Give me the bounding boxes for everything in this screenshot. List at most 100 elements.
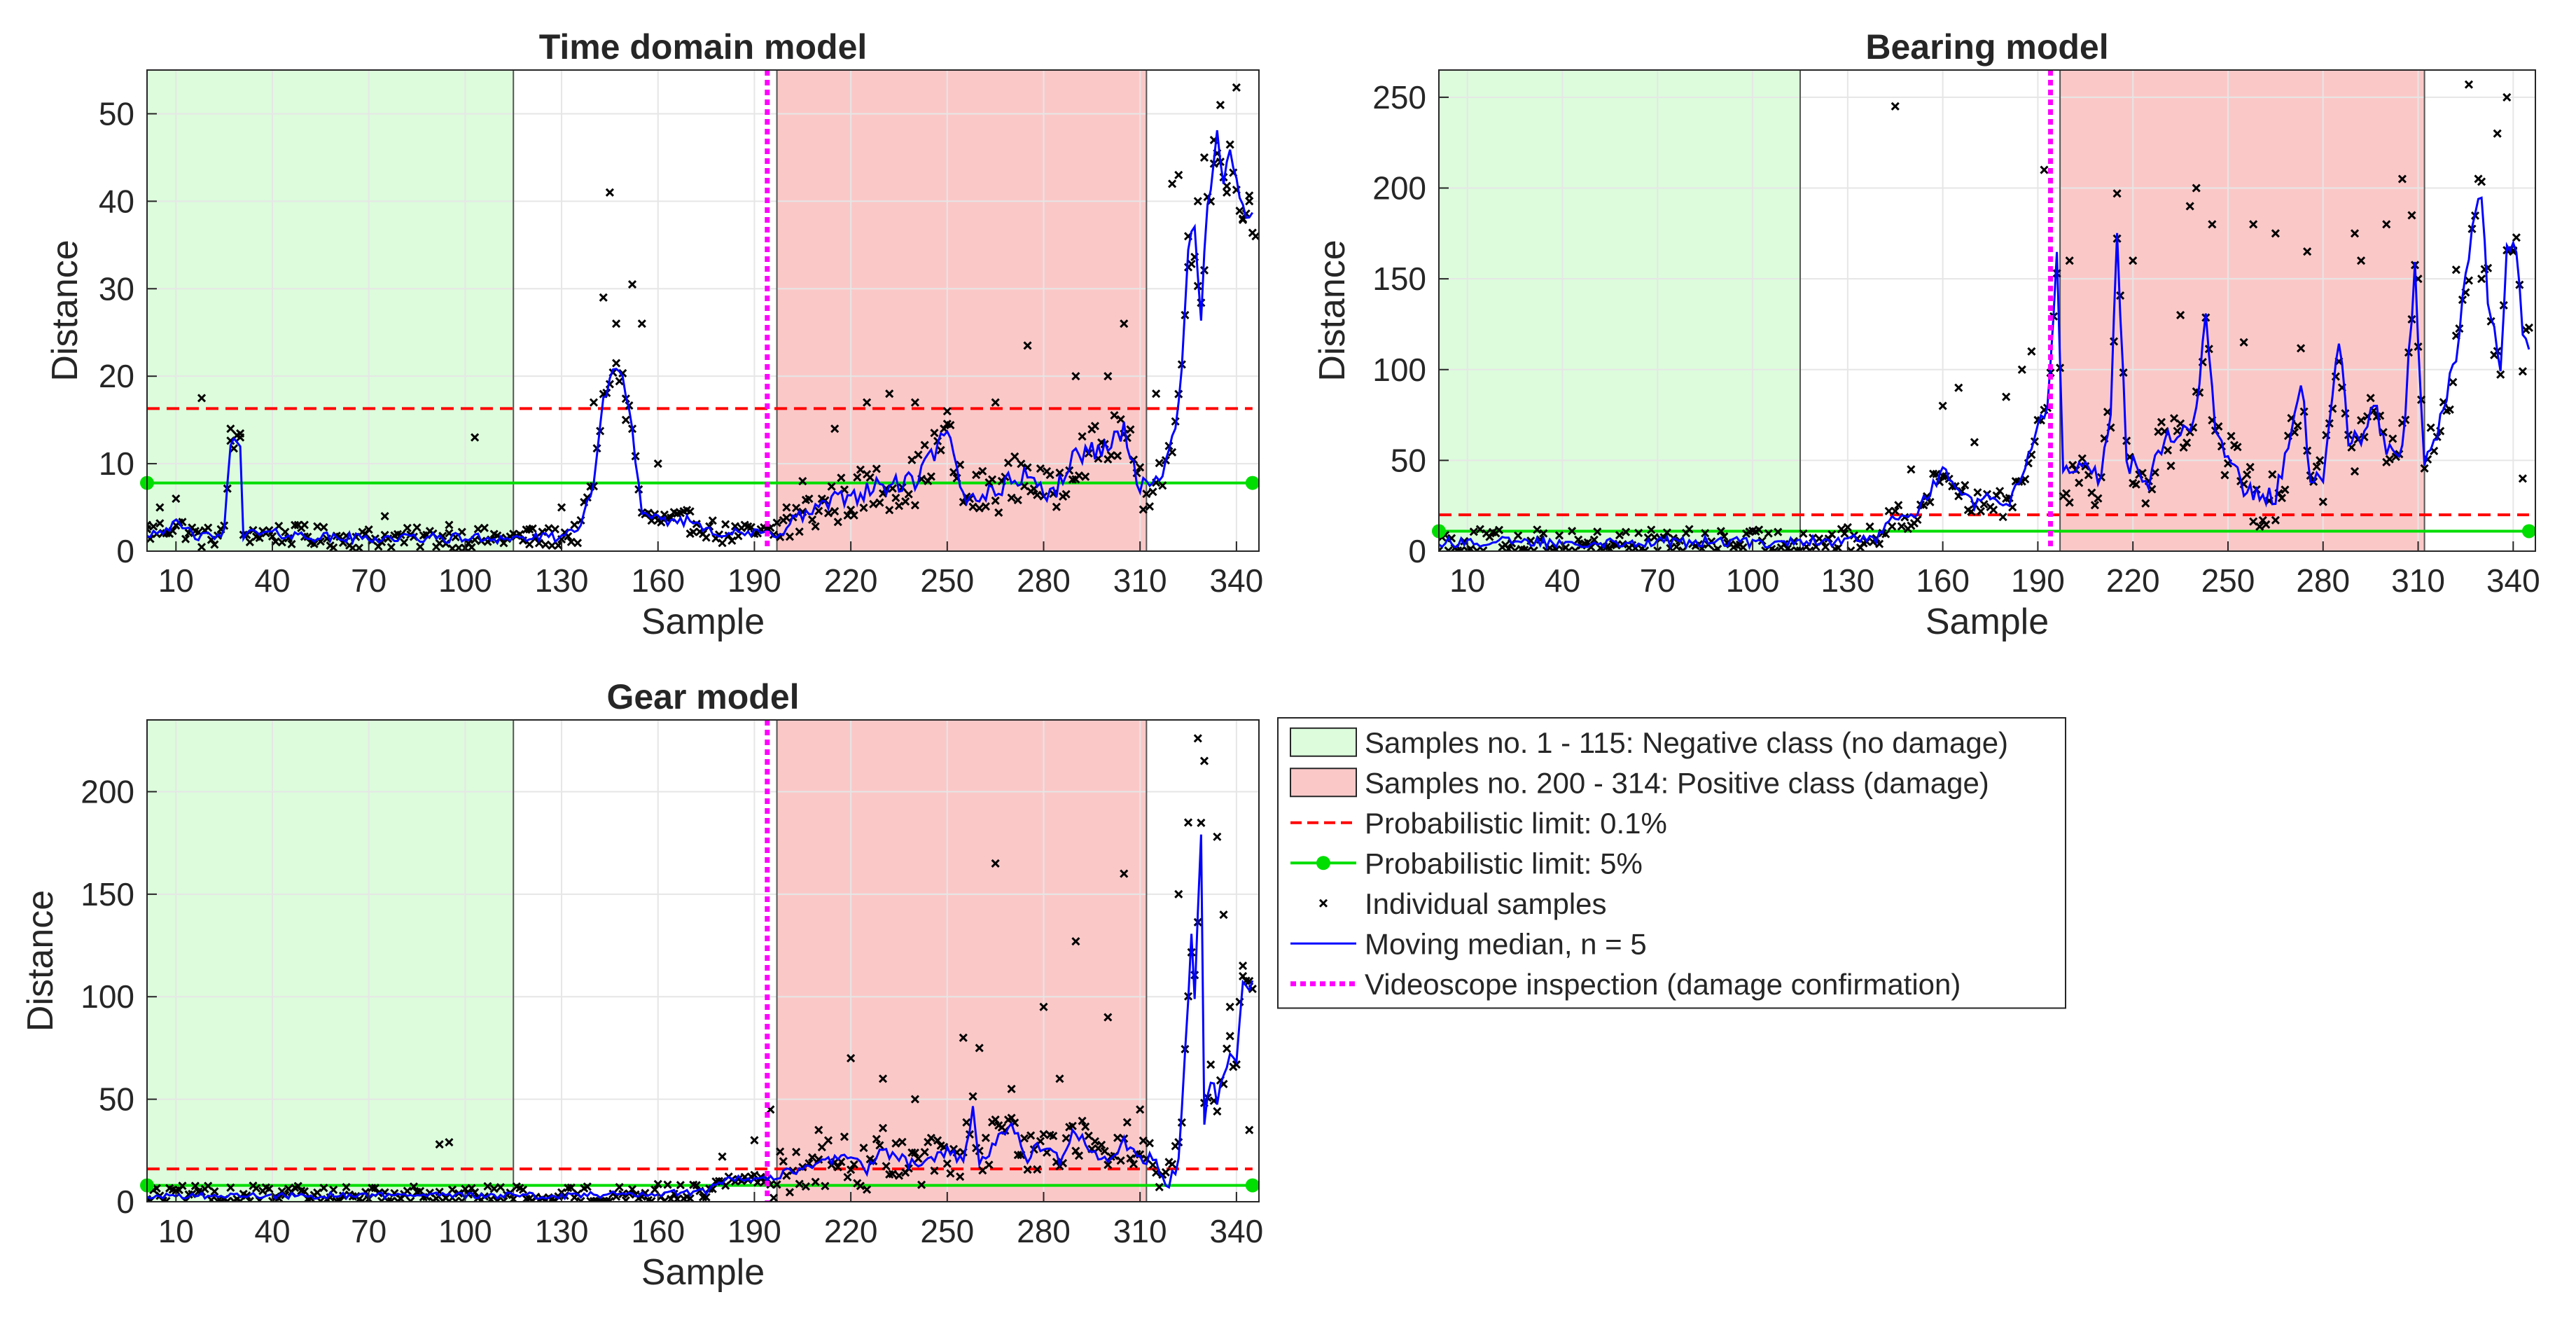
sample-point	[348, 543, 357, 551]
sample-point	[904, 490, 913, 499]
sample-point	[245, 537, 254, 547]
sample-point	[863, 398, 872, 407]
sample-point	[1081, 472, 1090, 481]
sample-point	[872, 1135, 881, 1144]
x-tick-label: 160	[631, 1213, 685, 1249]
sample-point	[1168, 1160, 1177, 1169]
sample-point	[2185, 202, 2194, 211]
sample-point	[2477, 275, 2486, 284]
sample-point	[2271, 515, 2280, 525]
sample-point	[1045, 470, 1054, 480]
sample-point	[753, 1178, 763, 1187]
x-tick-label: 250	[920, 562, 974, 599]
sample-point	[1206, 1060, 1216, 1069]
sample-point	[1023, 1165, 1032, 1174]
sample-point	[1888, 522, 1897, 531]
sample-point	[946, 421, 955, 430]
sample-point	[863, 1185, 872, 1194]
x-tick-label: 280	[1017, 1213, 1071, 1249]
sample-point	[1238, 961, 1248, 971]
x-tick-label: 340	[1209, 562, 1263, 599]
x-tick-label: 160	[1916, 562, 1970, 599]
sample-point	[978, 1166, 987, 1175]
sample-point	[1084, 1131, 1093, 1140]
sample-point	[300, 520, 309, 529]
sample-point	[403, 523, 412, 532]
sample-point	[685, 529, 695, 539]
sample-point	[1998, 513, 2007, 522]
sample-point	[914, 450, 923, 459]
sample-point	[496, 1183, 505, 1192]
legend-label: Moving median, n = 5	[1365, 927, 1647, 960]
sample-point	[1494, 525, 1504, 534]
sample-point	[2449, 377, 2458, 387]
sample-point	[1103, 1013, 1113, 1022]
sample-point	[1533, 525, 1542, 534]
sample-point	[483, 1181, 492, 1191]
sample-point	[2002, 392, 2011, 401]
sample-point	[843, 511, 852, 520]
sample-point	[840, 1132, 849, 1142]
sample-point	[548, 541, 557, 550]
plot-content	[147, 83, 1259, 551]
sample-point	[599, 293, 608, 302]
chart-bearing: 10 40 70 100 130 160 190 220 250 280 310 340 0 50 100 1…	[1312, 27, 2540, 642]
sample-point	[1213, 1107, 1222, 1116]
sample-point	[987, 475, 997, 484]
sample-point	[2131, 480, 2140, 489]
x-tick-label: 10	[158, 562, 194, 599]
sample-point	[313, 522, 322, 531]
sample-point	[1055, 468, 1064, 478]
sample-point	[2518, 474, 2527, 483]
y-axis-label: Distance	[20, 890, 61, 1032]
sample-point	[1122, 1118, 1132, 1127]
sample-point	[445, 1138, 454, 1147]
sample-point	[2062, 489, 2071, 498]
sample-point	[727, 536, 737, 545]
sample-point	[875, 498, 884, 507]
sample-point	[615, 377, 624, 386]
chart-title: Gear model	[606, 677, 799, 716]
sample-point	[158, 1196, 168, 1202]
sample-point	[1019, 1134, 1029, 1143]
sample-point	[612, 319, 621, 328]
sample-point	[226, 1183, 235, 1192]
sample-point	[1764, 529, 1773, 538]
sample-point	[2357, 256, 2366, 265]
sample-point	[805, 494, 814, 504]
sample-point	[962, 1118, 971, 1127]
sample-point	[2129, 256, 2138, 265]
limit-5-marker-end	[2521, 524, 2536, 539]
sample-point	[2208, 220, 2217, 229]
sample-point	[2524, 323, 2534, 332]
sample-point	[178, 1181, 187, 1191]
axes-box	[146, 719, 1260, 1202]
sample-point	[2518, 367, 2527, 376]
sample-point	[461, 1184, 470, 1193]
sample-point	[1938, 401, 1947, 410]
y-tick-label: 250	[1372, 79, 1426, 116]
sample-point	[204, 1181, 213, 1191]
sample-point	[438, 532, 447, 541]
sample-point	[692, 1181, 701, 1190]
sample-point	[416, 1186, 425, 1195]
sample-point	[2502, 92, 2512, 102]
sample-point	[377, 537, 387, 547]
sample-point	[692, 520, 701, 529]
x-tick-label: 310	[2391, 562, 2445, 599]
sample-point	[2477, 177, 2486, 186]
sample-point	[2068, 460, 2077, 470]
sample-point	[830, 506, 840, 516]
x-tick-label: 310	[1113, 562, 1167, 599]
sample-point	[242, 1191, 251, 1200]
sample-point	[1954, 383, 1963, 392]
sample-point	[2382, 220, 2391, 229]
x-tick-label: 220	[824, 1213, 878, 1249]
sample-point	[445, 520, 454, 529]
sample-point	[865, 473, 875, 482]
sample-point	[875, 1141, 884, 1150]
sample-point	[1103, 1160, 1113, 1170]
sample-point	[991, 1115, 1000, 1124]
sample-point	[2397, 174, 2407, 183]
sample-point	[702, 1193, 711, 1202]
